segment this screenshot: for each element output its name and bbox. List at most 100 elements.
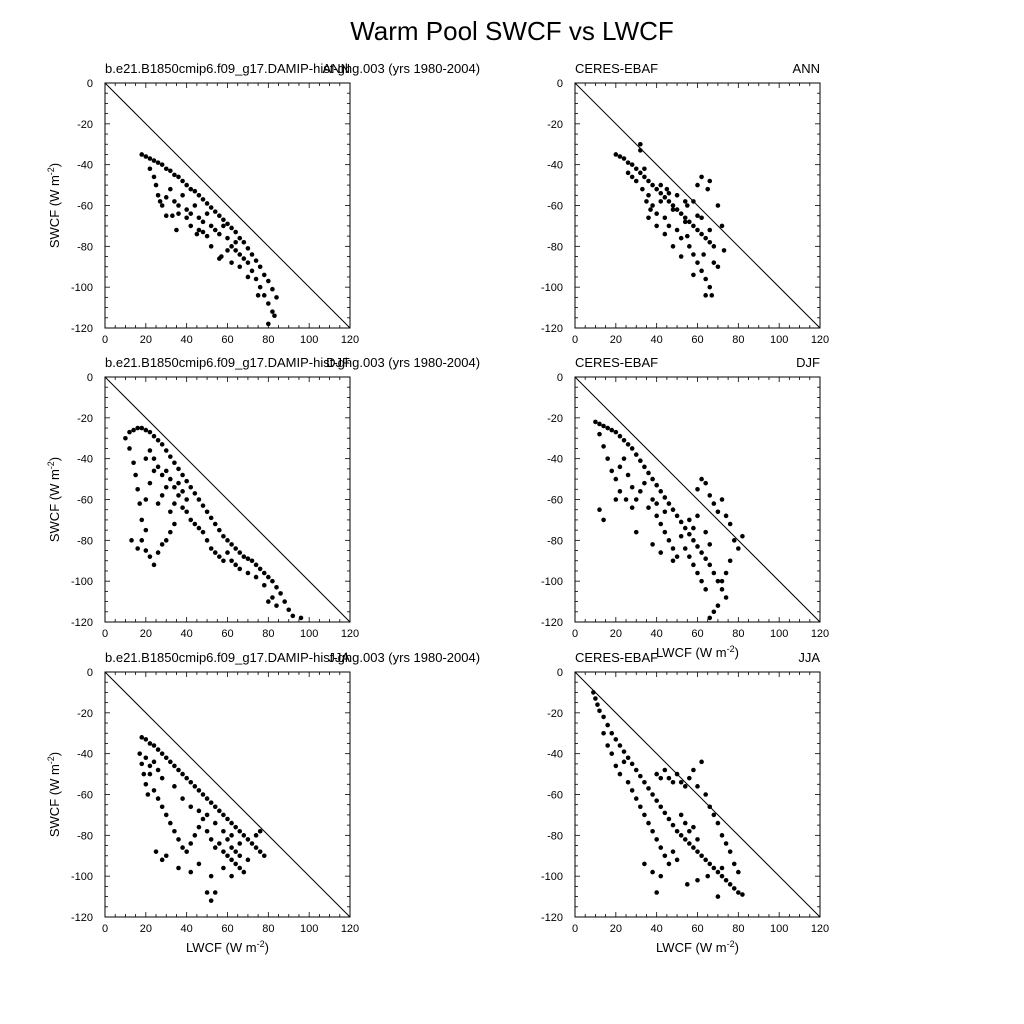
- data-point: [217, 213, 222, 219]
- data-point: [253, 276, 259, 282]
- x-axis-label: LWCF (W m-2): [656, 644, 739, 660]
- reference-line: [104, 376, 351, 623]
- x-tick-label: 120: [341, 923, 359, 935]
- data-point: [638, 773, 643, 779]
- data-point: [699, 174, 704, 180]
- y-tick-label: -60: [77, 201, 93, 213]
- data-point: [654, 211, 659, 216]
- data-point: [217, 527, 222, 533]
- data-point: [184, 215, 189, 221]
- data-point: [654, 501, 659, 506]
- data-point: [701, 252, 706, 257]
- data-point: [654, 798, 659, 803]
- data-point: [715, 203, 721, 208]
- data-point: [621, 759, 627, 765]
- y-tick-label: -120: [71, 323, 93, 335]
- x-tick-label: 0: [572, 923, 578, 935]
- data-point: [707, 284, 713, 290]
- data-point: [253, 833, 259, 838]
- data-point: [270, 309, 275, 314]
- y-axis-label: SWCF (W m-2): [46, 457, 62, 542]
- data-point: [695, 213, 700, 219]
- y-tick-label: -80: [547, 241, 563, 253]
- y-tick-label: -60: [77, 790, 93, 802]
- data-point: [670, 546, 676, 551]
- data-point: [200, 529, 206, 535]
- data-point: [642, 166, 647, 172]
- data-point: [654, 837, 659, 842]
- data-point: [707, 542, 713, 547]
- data-point: [192, 491, 198, 496]
- data-point: [253, 845, 259, 850]
- data-point: [176, 466, 181, 472]
- data-point: [176, 865, 181, 871]
- data-point: [687, 517, 692, 523]
- data-point: [719, 497, 725, 502]
- data-point: [159, 442, 165, 447]
- panel-subtitle-left: b.e21.B1850cmip6.f09_g17.DAMIP-hist-ghg.…: [105, 355, 480, 370]
- y-tick-label: -60: [547, 495, 563, 507]
- data-point: [204, 509, 210, 515]
- data-point: [605, 456, 610, 461]
- data-point: [662, 231, 668, 237]
- data-point: [658, 182, 664, 188]
- panel-subtitle-left: CERES-EBAF: [575, 355, 658, 370]
- data-point: [695, 513, 700, 519]
- x-tick-label: 100: [300, 334, 318, 346]
- data-point: [605, 743, 610, 748]
- data-point: [621, 749, 627, 754]
- y-tick-label: -40: [547, 160, 563, 172]
- data-point: [233, 562, 238, 568]
- data-point: [208, 898, 214, 903]
- panel-subtitle-left: b.e21.B1850cmip6.f09_g17.DAMIP-hist-ghg.…: [105, 61, 480, 76]
- data-point: [658, 845, 664, 850]
- data-point: [601, 517, 606, 523]
- x-tick-label: 40: [181, 628, 193, 640]
- y-tick-label: 0: [87, 372, 93, 384]
- data-point: [147, 763, 153, 769]
- data-point: [658, 521, 664, 527]
- data-point: [674, 828, 680, 834]
- data-point: [180, 489, 185, 494]
- data-point: [670, 849, 676, 854]
- data-point: [241, 256, 247, 261]
- data-point: [633, 166, 639, 172]
- data-point: [274, 603, 279, 608]
- data-point: [662, 215, 668, 221]
- data-point: [274, 584, 279, 590]
- data-point: [200, 792, 206, 797]
- data-point: [208, 515, 214, 521]
- data-point: [670, 203, 676, 208]
- data-point: [229, 845, 234, 850]
- data-point: [670, 822, 676, 828]
- data-point: [674, 207, 680, 212]
- panel-subtitle-right: DJF: [796, 355, 820, 370]
- data-point: [196, 808, 202, 814]
- y-tick-label: -80: [547, 830, 563, 842]
- data-point: [650, 497, 655, 502]
- data-point: [736, 546, 741, 551]
- y-tick-label: -120: [71, 912, 93, 924]
- data-point: [172, 521, 177, 527]
- data-point: [684, 882, 690, 887]
- x-tick-label: 20: [610, 923, 622, 935]
- data-point: [597, 421, 602, 427]
- x-axis-label: LWCF (W m-2): [656, 939, 739, 955]
- data-point: [666, 190, 672, 196]
- data-point: [687, 841, 692, 846]
- data-point: [249, 252, 255, 257]
- data-point: [123, 435, 128, 441]
- data-point: [233, 824, 238, 830]
- data-point: [237, 841, 243, 846]
- data-point: [617, 433, 623, 439]
- data-point: [245, 246, 251, 251]
- y-tick-label: -20: [547, 119, 563, 131]
- data-point: [617, 771, 623, 777]
- data-point: [221, 533, 226, 539]
- data-point: [221, 217, 226, 223]
- data-point: [678, 779, 684, 785]
- y-tick-label: -20: [547, 413, 563, 425]
- data-point: [188, 517, 194, 523]
- data-point: [245, 837, 251, 842]
